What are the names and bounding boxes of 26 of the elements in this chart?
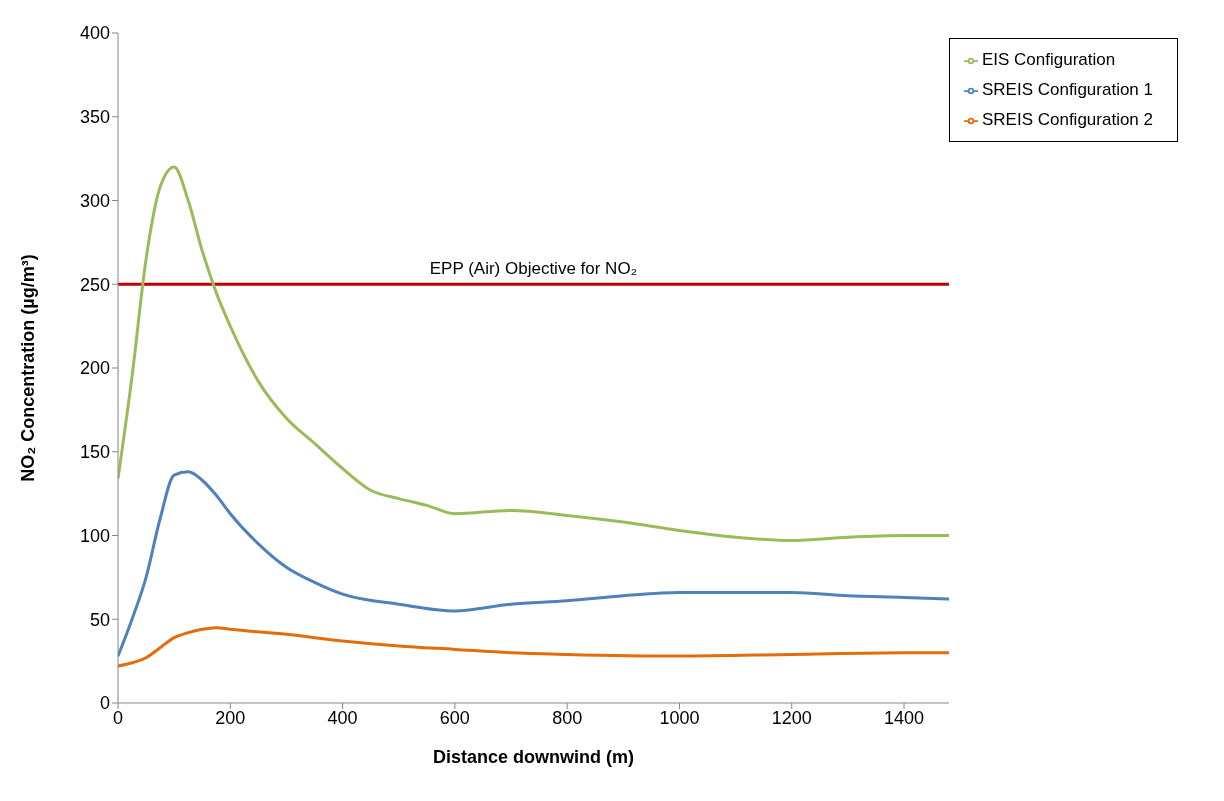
legend-label: EIS Configuration (981, 50, 1116, 69)
x-tick-label: 1000 (659, 707, 700, 728)
y-tick-label: 0 (99, 693, 110, 714)
y-tick-label: 150 (79, 442, 110, 463)
x-tick-label: 1400 (884, 707, 925, 728)
y-axis-title: NO₂ Concentration (µg/m³) (18, 254, 39, 482)
y-tick-label: 250 (79, 274, 110, 295)
ref-line-label: EPP (Air) Objective for NO₂ (429, 259, 638, 279)
y-tick-label: 50 (89, 609, 110, 630)
y-tick-label: 100 (79, 525, 110, 546)
x-axis-title: Distance downwind (m) (432, 747, 634, 767)
legend-label: SREIS Configuration 1 (981, 80, 1153, 99)
y-tick-label: 300 (79, 190, 110, 211)
x-tick-label: 400 (327, 707, 358, 728)
x-tick-label: 0 (112, 707, 124, 728)
x-tick-label: 600 (439, 707, 470, 728)
line-series (118, 470, 949, 658)
x-tick-label: 800 (552, 707, 583, 728)
y-tick-label: 350 (79, 107, 110, 128)
y-tick-label: 400 (79, 23, 110, 44)
y-tick-label: 200 (79, 358, 110, 379)
line-series (118, 626, 949, 668)
x-tick-label: 1200 (771, 707, 812, 728)
x-tick-label: 200 (215, 707, 246, 728)
line-series (118, 165, 949, 543)
legend-label: SREIS Configuration 2 (981, 110, 1153, 129)
